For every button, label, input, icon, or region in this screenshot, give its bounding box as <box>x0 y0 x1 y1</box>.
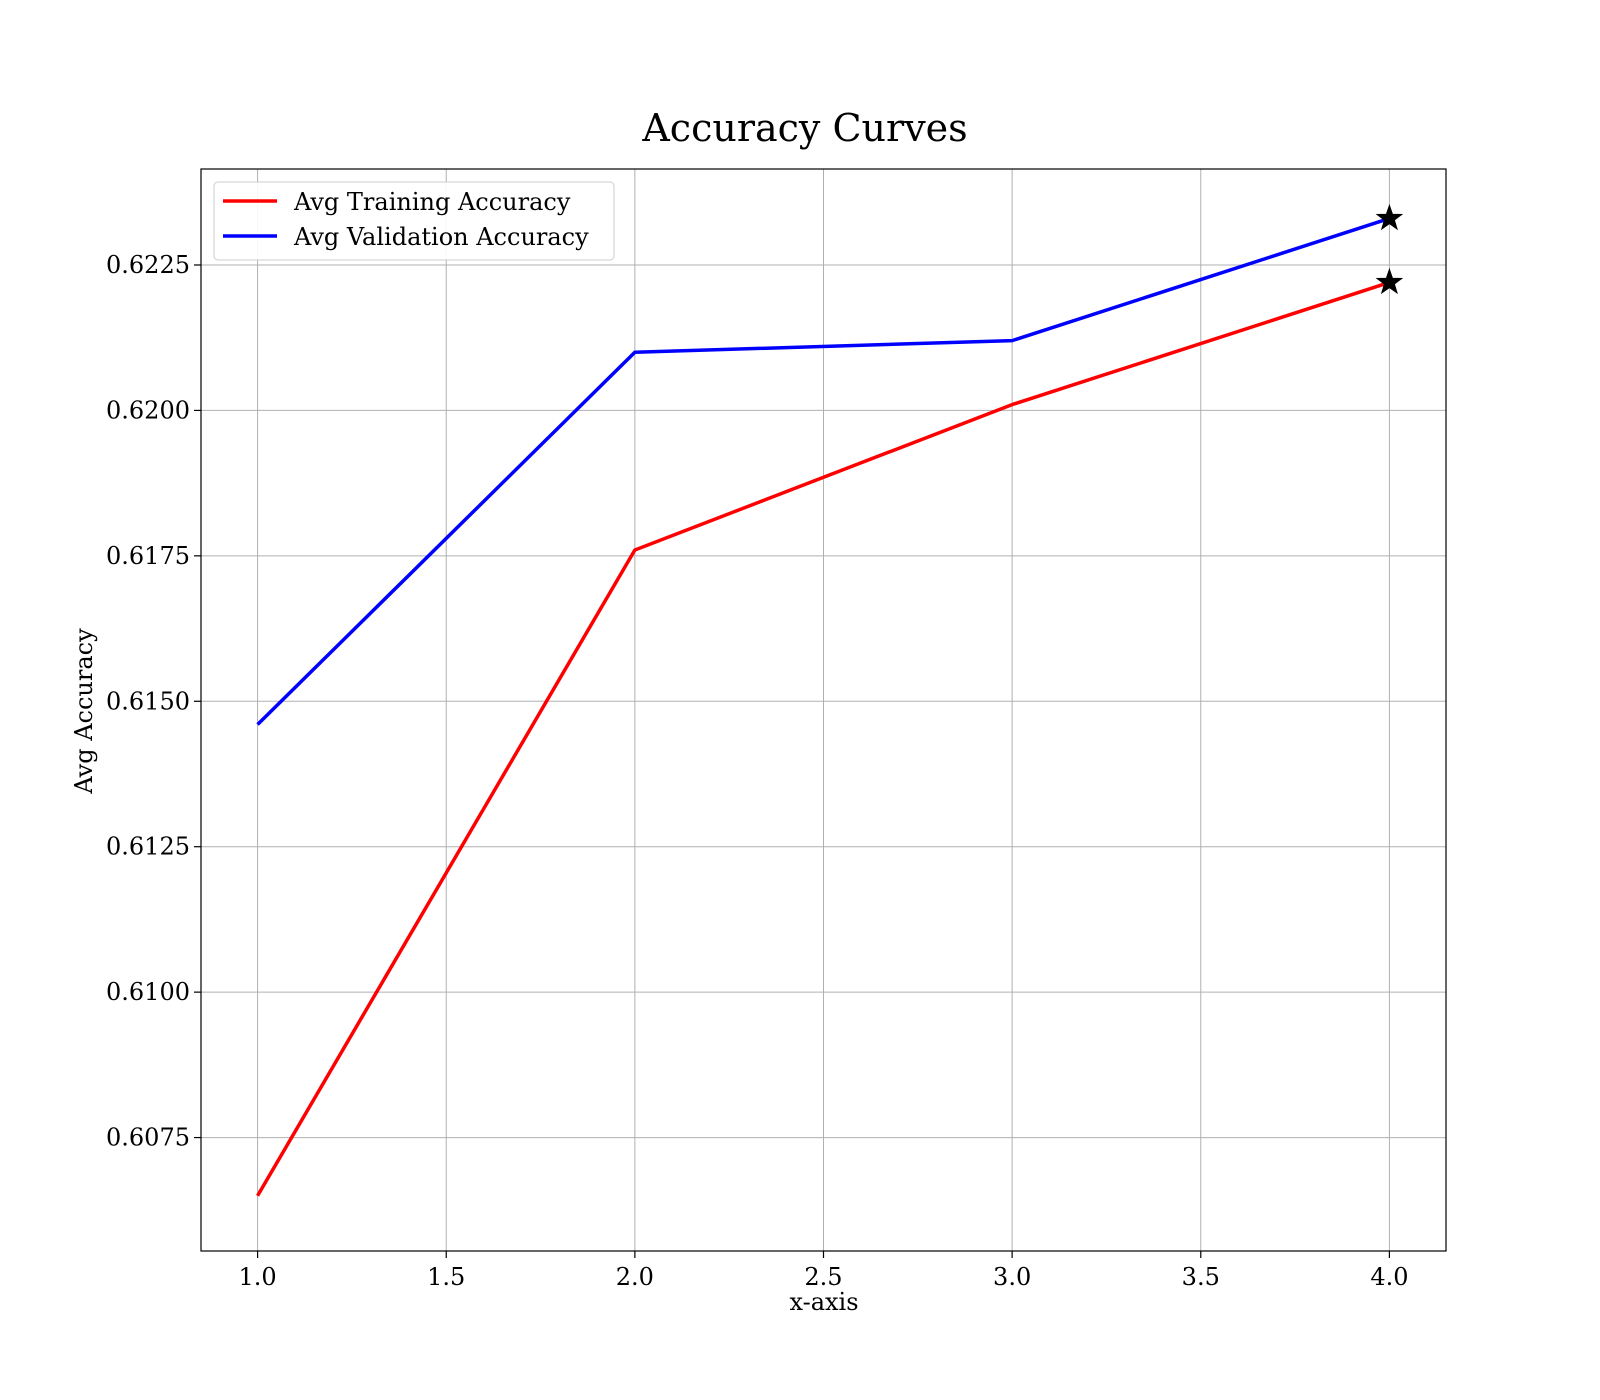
legend-label-validation: Avg Validation Accuracy <box>293 223 589 251</box>
x-tick-label: 4.0 <box>1370 1263 1408 1291</box>
y-axis-label: Avg Accuracy <box>70 628 98 795</box>
y-tick-label: 0.6200 <box>106 396 190 424</box>
y-tick-label: 0.6100 <box>106 978 190 1006</box>
star-marker-avg-validation-accuracy <box>1375 203 1404 231</box>
x-tick-label: 2.5 <box>804 1263 842 1291</box>
series-lines <box>256 216 1390 1197</box>
x-tick-label: 2.0 <box>616 1263 654 1291</box>
legend: Avg Training Accuracy Avg Validation Acc… <box>213 181 615 261</box>
legend-box <box>213 181 615 261</box>
chart-title: Accuracy Curves <box>641 106 967 150</box>
x-tick-label: 1.0 <box>239 1263 277 1291</box>
x-tick-label: 3.5 <box>1182 1263 1220 1291</box>
y-tick-label: 0.6125 <box>106 833 190 861</box>
x-tick-label: 3.0 <box>993 1263 1031 1291</box>
y-tick-label: 0.6150 <box>106 687 190 715</box>
y-tick-label: 0.6225 <box>106 251 190 279</box>
end-markers <box>1375 203 1404 295</box>
axis-ticks: 1.0 1.5 2.0 2.5 3.0 3.5 4.0 0.6075 0.6100 0.6125 0… <box>106 251 1408 1291</box>
y-tick-label: 0.6075 <box>106 1124 190 1152</box>
y-tick-label: 0.6175 <box>106 542 190 570</box>
x-axis-label: x-axis <box>789 1288 858 1316</box>
x-tick-label: 1.5 <box>427 1263 465 1291</box>
grid-lines <box>201 169 1446 1251</box>
series-line-avg-training-accuracy <box>256 280 1390 1197</box>
legend-label-training: Avg Training Accuracy <box>293 188 571 216</box>
series-line-avg-validation-accuracy <box>256 216 1390 726</box>
star-marker-avg-training-accuracy <box>1375 267 1404 295</box>
